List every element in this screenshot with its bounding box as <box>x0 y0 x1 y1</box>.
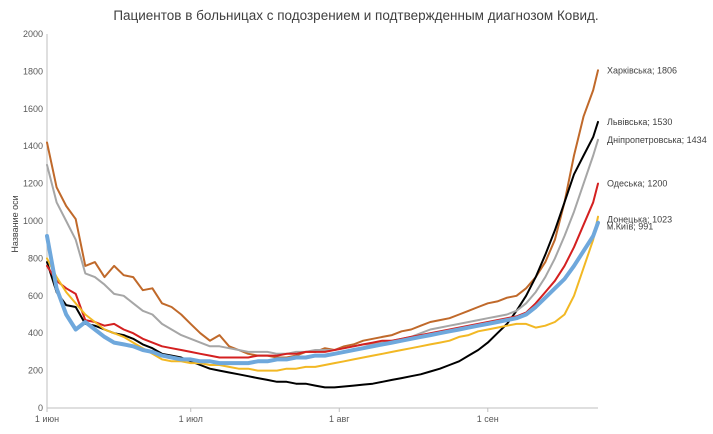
axes: 0 200 400 600 800 1000 1200 1400 1600 1800 2000 1 и… <box>23 29 598 424</box>
series-end-label: Донецька; 1023 <box>607 215 672 225</box>
y-tick-label: 200 <box>28 366 43 376</box>
x-tick-label: 1 июл <box>179 414 203 424</box>
y-tick-label: 1000 <box>23 216 43 226</box>
series-line <box>46 69 599 359</box>
series-lines <box>45 69 600 389</box>
x-tick-label: 1 сен <box>477 414 499 424</box>
series-end-label: Одеська; 1200 <box>607 179 667 189</box>
y-tick-label: 2000 <box>23 29 43 39</box>
y-tick-label: 1600 <box>23 104 43 114</box>
y-tick-label: 1400 <box>23 141 43 151</box>
y-tick-label: 400 <box>28 328 43 338</box>
series-line <box>46 138 599 355</box>
y-tick-label: 1200 <box>23 179 43 189</box>
series-labels: Харківська; 1806 Львівська; 1530 Дніпропет… <box>607 65 707 231</box>
y-axis-label: Название оси <box>10 195 20 252</box>
series-line <box>45 220 600 366</box>
series-end-label: Львівська; 1530 <box>607 117 672 127</box>
chart-title: Пациентов в больницах с подозрением и по… <box>113 8 598 23</box>
series-end-label: Дніпропетровська; 1434 <box>607 135 707 145</box>
y-tick-label: 800 <box>28 253 43 263</box>
series-end-label: Харківська; 1806 <box>607 65 677 75</box>
y-tick-label: 600 <box>28 291 43 301</box>
series-end-label: м.Київ; 991 <box>607 222 653 232</box>
x-tick-label: 1 июн <box>35 414 59 424</box>
series-line <box>46 182 599 359</box>
series-line <box>46 215 599 372</box>
x-tick-label: 1 авг <box>329 414 350 424</box>
y-tick-label: 0 <box>38 403 43 413</box>
y-tick-label: 1800 <box>23 66 43 76</box>
